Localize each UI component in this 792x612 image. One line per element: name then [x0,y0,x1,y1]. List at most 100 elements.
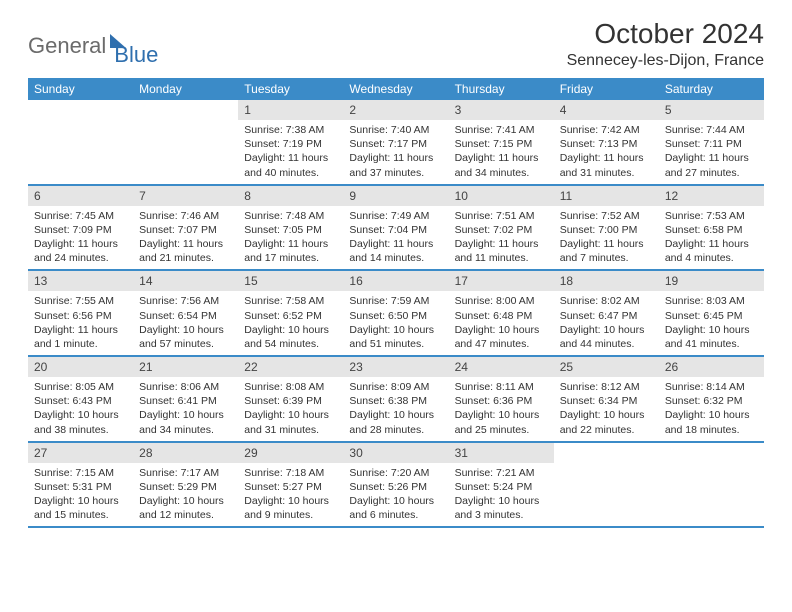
daylight-text: Daylight: 10 hours and 34 minutes. [139,408,232,436]
sunrise-text: Sunrise: 7:45 AM [34,209,127,223]
daylight-text: Daylight: 10 hours and 3 minutes. [455,494,548,522]
weekday-header: Tuesday [238,78,343,100]
day-number: 20 [28,357,133,377]
day-number: 9 [343,186,448,206]
day-details: Sunrise: 7:59 AMSunset: 6:50 PMDaylight:… [343,291,448,355]
daylight-text: Daylight: 10 hours and 41 minutes. [665,323,758,351]
day-cell: . [133,100,238,184]
day-details: Sunrise: 7:42 AMSunset: 7:13 PMDaylight:… [554,120,659,184]
day-cell: 25Sunrise: 8:12 AMSunset: 6:34 PMDayligh… [554,357,659,441]
sunset-text: Sunset: 6:43 PM [34,394,127,408]
sunset-text: Sunset: 7:17 PM [349,137,442,151]
week-row: 13Sunrise: 7:55 AMSunset: 6:56 PMDayligh… [28,271,764,357]
day-details: Sunrise: 7:46 AMSunset: 7:07 PMDaylight:… [133,206,238,270]
sunset-text: Sunset: 7:13 PM [560,137,653,151]
day-details: Sunrise: 8:02 AMSunset: 6:47 PMDaylight:… [554,291,659,355]
sunset-text: Sunset: 7:02 PM [455,223,548,237]
daylight-text: Daylight: 10 hours and 6 minutes. [349,494,442,522]
sunrise-text: Sunrise: 7:49 AM [349,209,442,223]
day-details: Sunrise: 7:49 AMSunset: 7:04 PMDaylight:… [343,206,448,270]
day-number: 7 [133,186,238,206]
day-number: 16 [343,271,448,291]
day-details: Sunrise: 7:18 AMSunset: 5:27 PMDaylight:… [238,463,343,527]
day-cell: 18Sunrise: 8:02 AMSunset: 6:47 PMDayligh… [554,271,659,355]
sunset-text: Sunset: 5:27 PM [244,480,337,494]
logo-text-general: General [28,33,106,59]
day-number: 24 [449,357,554,377]
day-details: Sunrise: 8:09 AMSunset: 6:38 PMDaylight:… [343,377,448,441]
daylight-text: Daylight: 11 hours and 14 minutes. [349,237,442,265]
daylight-text: Daylight: 11 hours and 27 minutes. [665,151,758,179]
day-details: Sunrise: 7:58 AMSunset: 6:52 PMDaylight:… [238,291,343,355]
daylight-text: Daylight: 10 hours and 38 minutes. [34,408,127,436]
day-cell: 24Sunrise: 8:11 AMSunset: 6:36 PMDayligh… [449,357,554,441]
day-cell: 21Sunrise: 8:06 AMSunset: 6:41 PMDayligh… [133,357,238,441]
location-label: Sennecey-les-Dijon, France [567,52,764,70]
day-number: 13 [28,271,133,291]
day-number: 12 [659,186,764,206]
day-number: 28 [133,443,238,463]
daylight-text: Daylight: 11 hours and 34 minutes. [455,151,548,179]
day-number: 19 [659,271,764,291]
day-details: Sunrise: 7:56 AMSunset: 6:54 PMDaylight:… [133,291,238,355]
day-cell: 17Sunrise: 8:00 AMSunset: 6:48 PMDayligh… [449,271,554,355]
sunset-text: Sunset: 7:05 PM [244,223,337,237]
day-cell: 20Sunrise: 8:05 AMSunset: 6:43 PMDayligh… [28,357,133,441]
day-cell: 6Sunrise: 7:45 AMSunset: 7:09 PMDaylight… [28,186,133,270]
day-number: 26 [659,357,764,377]
title-block: October 2024 Sennecey-les-Dijon, France [567,18,764,70]
daylight-text: Daylight: 11 hours and 7 minutes. [560,237,653,265]
sunset-text: Sunset: 5:29 PM [139,480,232,494]
sunset-text: Sunset: 6:52 PM [244,309,337,323]
day-number: 1 [238,100,343,120]
sunrise-text: Sunrise: 7:55 AM [34,294,127,308]
day-cell: 28Sunrise: 7:17 AMSunset: 5:29 PMDayligh… [133,443,238,527]
sunset-text: Sunset: 6:54 PM [139,309,232,323]
sunrise-text: Sunrise: 8:14 AM [665,380,758,394]
day-details: Sunrise: 7:15 AMSunset: 5:31 PMDaylight:… [28,463,133,527]
day-details: Sunrise: 7:38 AMSunset: 7:19 PMDaylight:… [238,120,343,184]
daylight-text: Daylight: 10 hours and 31 minutes. [244,408,337,436]
sunset-text: Sunset: 6:38 PM [349,394,442,408]
sunrise-text: Sunrise: 7:46 AM [139,209,232,223]
day-number: 29 [238,443,343,463]
daylight-text: Daylight: 10 hours and 18 minutes. [665,408,758,436]
daylight-text: Daylight: 10 hours and 51 minutes. [349,323,442,351]
daylight-text: Daylight: 10 hours and 15 minutes. [34,494,127,522]
day-number: 22 [238,357,343,377]
sunrise-text: Sunrise: 7:20 AM [349,466,442,480]
day-details: Sunrise: 7:20 AMSunset: 5:26 PMDaylight:… [343,463,448,527]
day-details: Sunrise: 8:11 AMSunset: 6:36 PMDaylight:… [449,377,554,441]
sunrise-text: Sunrise: 7:42 AM [560,123,653,137]
day-cell: 7Sunrise: 7:46 AMSunset: 7:07 PMDaylight… [133,186,238,270]
page-header: General Blue October 2024 Sennecey-les-D… [28,18,764,70]
daylight-text: Daylight: 11 hours and 31 minutes. [560,151,653,179]
sunrise-text: Sunrise: 8:03 AM [665,294,758,308]
daylight-text: Daylight: 11 hours and 40 minutes. [244,151,337,179]
sunset-text: Sunset: 7:07 PM [139,223,232,237]
calendar-page: General Blue October 2024 Sennecey-les-D… [0,0,792,528]
daylight-text: Daylight: 11 hours and 24 minutes. [34,237,127,265]
sunrise-text: Sunrise: 8:11 AM [455,380,548,394]
day-details: Sunrise: 7:40 AMSunset: 7:17 PMDaylight:… [343,120,448,184]
sunrise-text: Sunrise: 8:00 AM [455,294,548,308]
day-cell: . [28,100,133,184]
sunrise-text: Sunrise: 7:56 AM [139,294,232,308]
day-cell: 2Sunrise: 7:40 AMSunset: 7:17 PMDaylight… [343,100,448,184]
sunrise-text: Sunrise: 7:41 AM [455,123,548,137]
day-details: Sunrise: 8:05 AMSunset: 6:43 PMDaylight:… [28,377,133,441]
day-details: Sunrise: 8:08 AMSunset: 6:39 PMDaylight:… [238,377,343,441]
day-number: 2 [343,100,448,120]
day-number: 21 [133,357,238,377]
sunrise-text: Sunrise: 7:17 AM [139,466,232,480]
week-row: 6Sunrise: 7:45 AMSunset: 7:09 PMDaylight… [28,186,764,272]
sunset-text: Sunset: 6:45 PM [665,309,758,323]
day-cell: 3Sunrise: 7:41 AMSunset: 7:15 PMDaylight… [449,100,554,184]
day-cell: 27Sunrise: 7:15 AMSunset: 5:31 PMDayligh… [28,443,133,527]
week-row: 27Sunrise: 7:15 AMSunset: 5:31 PMDayligh… [28,443,764,529]
logo: General Blue [28,24,158,68]
day-number: 27 [28,443,133,463]
day-details: Sunrise: 7:52 AMSunset: 7:00 PMDaylight:… [554,206,659,270]
sunrise-text: Sunrise: 7:44 AM [665,123,758,137]
daylight-text: Daylight: 10 hours and 22 minutes. [560,408,653,436]
